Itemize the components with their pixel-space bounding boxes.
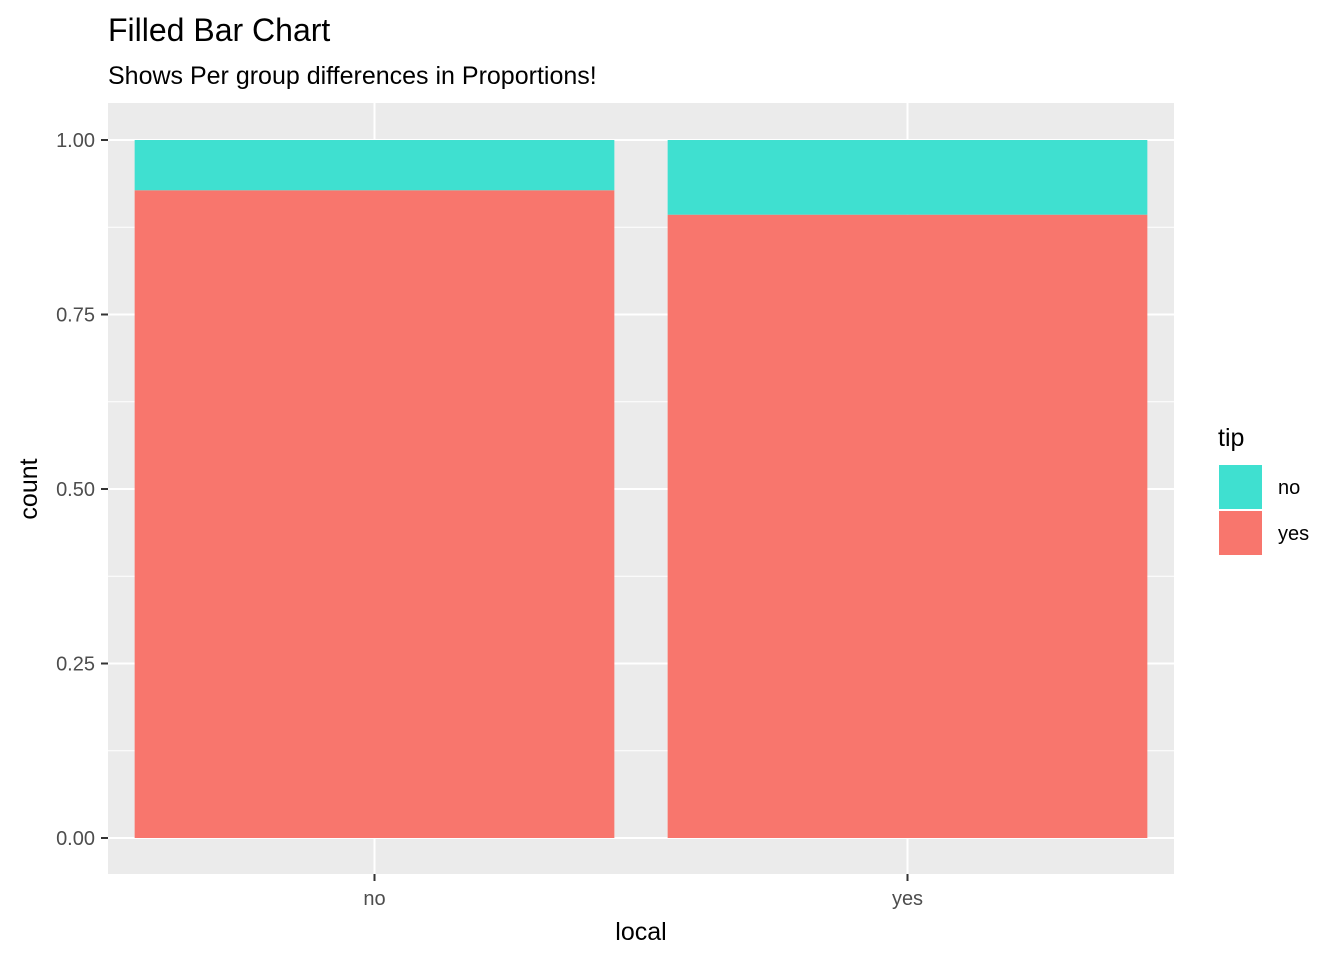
y-tick-label: 0.00 [56,828,95,850]
x-axis: no yes [363,874,923,910]
y-tick-label: 0.75 [56,305,95,327]
y-tick-label: 0.50 [56,479,95,501]
y-axis: 0.00 0.25 0.50 0.75 1.00 [56,130,108,850]
chart-title: Filled Bar Chart [108,12,330,48]
x-tick-label: yes [892,888,923,910]
legend-items: no yes [1217,463,1309,557]
y-axis-title: count [15,458,43,519]
y-tick-label: 0.25 [56,654,95,676]
legend-label-yes: yes [1278,523,1309,545]
legend: tip no yes [1217,424,1309,557]
legend-key-yes [1217,509,1264,557]
x-tick-label: no [363,888,385,910]
legend-title: tip [1218,424,1244,452]
legend-key-no [1217,463,1264,511]
bars [134,140,1148,839]
bar-no-yes [134,190,615,839]
bar-yes-no [667,140,1148,215]
chart-subtitle: Shows Per group differences in Proportio… [108,62,597,90]
bar-yes-yes [667,214,1148,838]
bar-no-no [134,140,615,191]
legend-label-no: no [1278,477,1300,499]
x-axis-title: local [615,918,666,946]
y-tick-label: 1.00 [56,130,95,152]
